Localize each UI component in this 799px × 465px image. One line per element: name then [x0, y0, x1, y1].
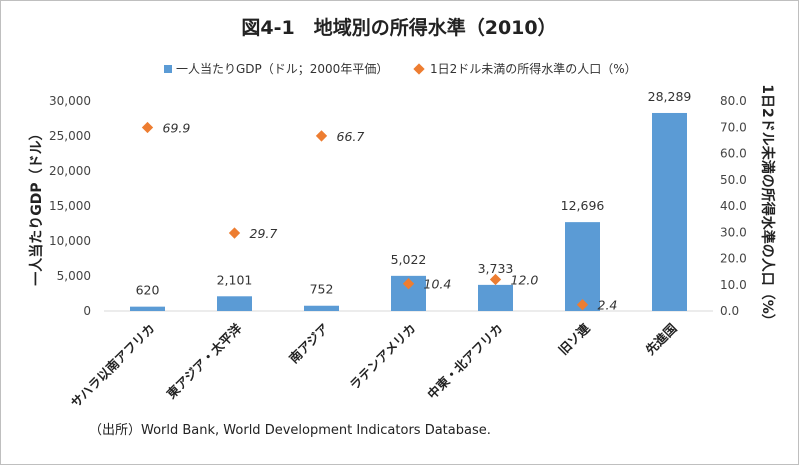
y-tick-label: 10,000 — [49, 234, 91, 248]
y-axis-title: 一人当たりGDP（ドル） — [28, 126, 45, 285]
y-axis-ticks: 0 5,000 10,000 15,000 20,000 25,000 30,000 — [49, 94, 91, 318]
y2-tick-label: 40.0 — [720, 199, 747, 213]
points: 69.9 29.7 66.7 10.4 12.0 2.4 — [141, 121, 618, 313]
bars: 620 2,101 752 5,022 3,733 12,696 28,289 — [130, 89, 692, 312]
y2-tick-label: 70.0 — [720, 120, 747, 134]
bar-value-label: 12,696 — [561, 198, 605, 213]
source-note: （出所）World Bank, World Development Indica… — [89, 423, 491, 438]
bar — [304, 305, 339, 311]
point-value-label: 12.0 — [511, 273, 539, 288]
y2-tick-label: 30.0 — [720, 225, 747, 239]
y2-tick-label: 10.0 — [720, 278, 747, 292]
point-value-label: 69.9 — [163, 121, 191, 136]
y2-tick-label: 80.0 — [720, 94, 747, 108]
bar-value-label: 28,289 — [648, 89, 692, 104]
bar — [217, 296, 252, 311]
bar — [652, 112, 687, 312]
y2-tick-label: 50.0 — [720, 173, 747, 187]
point-value-label: 10.4 — [424, 277, 452, 292]
legend: 一人当たりGDP（ドル；2000年平価） 1日2ドル未満の所得水準の人口（%） — [164, 61, 637, 76]
bar-value-label: 2,101 — [217, 272, 253, 287]
y2-axis-ticks: 0.0 10.0 20.0 30.0 40.0 50.0 60.0 70.0 80.0 — [720, 94, 747, 318]
y-tick-label: 30,000 — [49, 94, 91, 108]
category-label: 先進国 — [642, 321, 679, 358]
category-label: 南アジア — [286, 321, 332, 367]
bar — [478, 284, 513, 311]
category-label: サハラ以南アフリカ — [68, 321, 158, 411]
chart-title: 図4-1 地域別の所得水準（2010） — [241, 16, 556, 39]
point-marker — [141, 121, 154, 134]
bar-value-label: 620 — [136, 283, 160, 298]
bar-value-label: 3,733 — [478, 261, 514, 276]
legend-bar-label: 一人当たりGDP（ドル；2000年平価） — [176, 62, 388, 76]
bar — [565, 222, 600, 311]
y-tick-label: 15,000 — [49, 199, 91, 213]
category-label: 旧ソ連 — [555, 320, 592, 357]
category-label: ラテンアメリカ — [347, 321, 419, 393]
category-label: 中東・北アフリカ — [424, 321, 505, 402]
bar-value-label: 752 — [310, 282, 334, 297]
category-label: 東アジア・太平洋 — [164, 320, 245, 401]
y-tick-label: 25,000 — [49, 129, 91, 143]
legend-bar-swatch — [164, 65, 172, 73]
point-value-label: 66.7 — [337, 129, 365, 144]
legend-point-swatch — [413, 63, 425, 75]
point-value-label: 2.4 — [598, 298, 618, 313]
y-tick-label: 20,000 — [49, 164, 91, 178]
y2-axis-title: 1日2ドル未満の所得水準の人口（%） — [759, 84, 776, 328]
y-tick-label: 0 — [83, 304, 91, 318]
y2-tick-label: 20.0 — [720, 252, 747, 266]
category-labels: サハラ以南アフリカ 東アジア・太平洋 南アジア ラテンアメリカ 中東・北アフリカ 旧ソ連 先… — [68, 320, 680, 410]
bar-value-label: 5,022 — [391, 252, 427, 267]
bar — [130, 306, 165, 311]
y-tick-label: 5,000 — [57, 269, 91, 283]
y2-tick-label: 0.0 — [720, 304, 739, 318]
y2-tick-label: 60.0 — [720, 147, 747, 161]
point-marker — [228, 227, 241, 239]
point-value-label: 29.7 — [250, 226, 278, 241]
legend-point-label: 1日2ドル未満の所得水準の人口（%） — [430, 61, 637, 76]
point-marker — [315, 130, 328, 142]
